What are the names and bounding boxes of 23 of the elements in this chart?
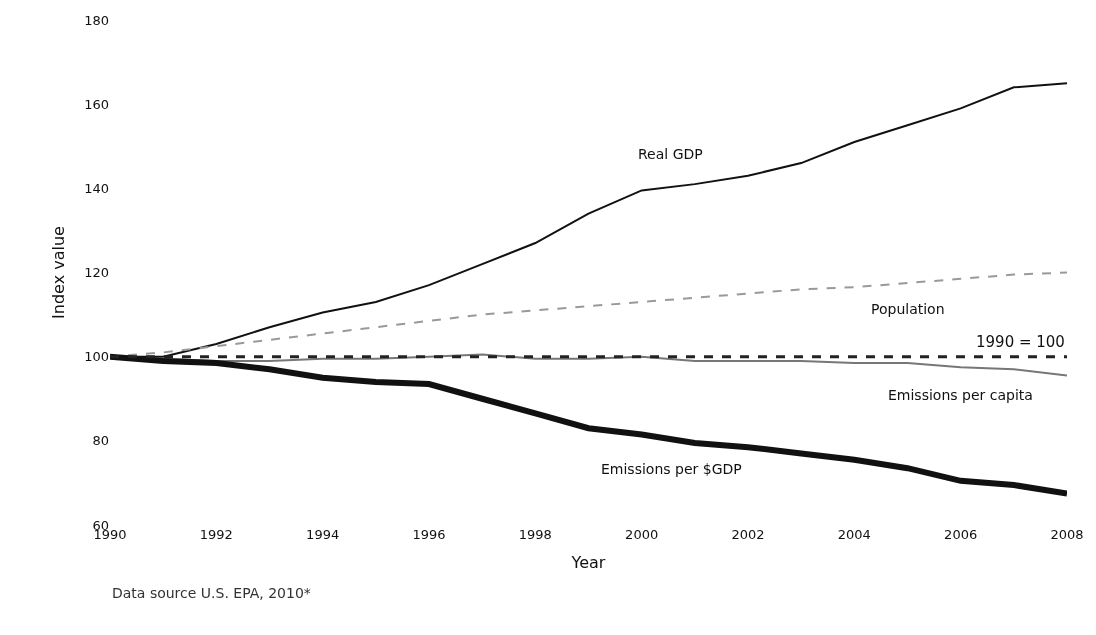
series-label: Population <box>871 301 945 317</box>
series-label: Emissions per $GDP <box>601 461 742 477</box>
x-tick-label: 2002 <box>731 527 765 542</box>
series-label: Emissions per capita <box>888 387 1033 403</box>
y-tick-label: 120 <box>84 265 109 281</box>
x-tick-label: 2006 <box>944 527 978 542</box>
y-tick-label: 180 <box>84 12 109 28</box>
y-tick-label: 140 <box>84 180 109 196</box>
y-tick-label: 160 <box>84 96 109 112</box>
x-tick-label: 1992 <box>199 527 233 542</box>
x-tick-label: 1998 <box>518 527 552 542</box>
x-tick-label: 2004 <box>837 527 871 542</box>
x-tick-label: 1996 <box>412 527 446 542</box>
source-note: Data source U.S. EPA, 2010* <box>112 585 311 601</box>
y-axis-title: Index value <box>49 226 69 319</box>
series-label: Real GDP <box>638 146 703 162</box>
x-tick-label: 2000 <box>625 527 659 542</box>
ref-line-label: 1990 = 100 <box>976 333 1065 351</box>
x-axis-title: Year <box>570 552 606 572</box>
x-tick-label: 2008 <box>1050 527 1084 542</box>
y-tick-label: 80 <box>92 433 109 449</box>
y-tick-label: 100 <box>84 349 109 365</box>
x-tick-label: 1994 <box>306 527 340 542</box>
